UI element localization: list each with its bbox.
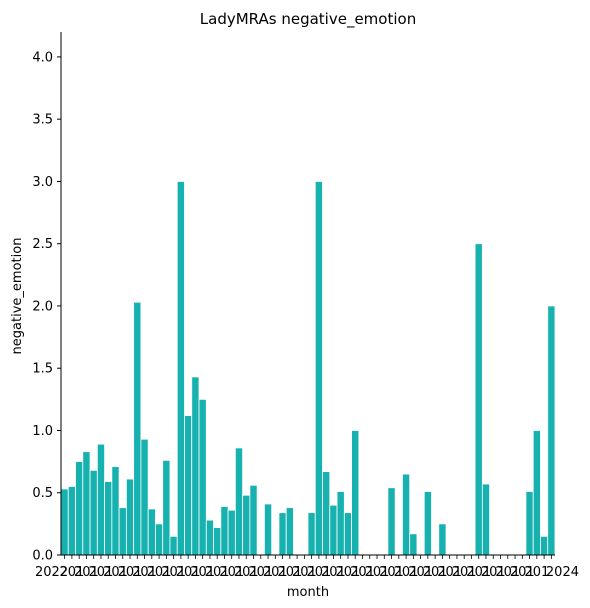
x-tick-label-first: 2022 <box>35 565 68 580</box>
bar-66 <box>540 535 549 556</box>
x-tick-label-61: 201 <box>495 565 520 580</box>
bar-50 <box>423 491 432 556</box>
x-tick-label-43: 201 <box>365 565 390 580</box>
x-tick-label-45: 201 <box>379 565 404 580</box>
x-tick-label-37: 201 <box>321 565 346 580</box>
bar-0 <box>60 488 69 556</box>
x-tick-label-29: 201 <box>263 565 288 580</box>
x-tick-label-25: 201 <box>234 565 259 580</box>
x-tick-label-15: 201 <box>161 565 186 580</box>
y-tick-label-3: 1.5 <box>32 362 53 377</box>
bar-1 <box>67 486 76 556</box>
x-tick-label-59: 201 <box>481 565 506 580</box>
bar-52 <box>438 523 447 556</box>
x-tick-label-last: 2024 <box>546 565 579 580</box>
bar-38 <box>336 491 345 556</box>
bar-20 <box>205 519 214 556</box>
bar-36 <box>322 471 331 556</box>
chart-title: LadyMRAs negative_emotion <box>200 10 416 29</box>
bar-13 <box>155 523 164 556</box>
bar-9 <box>125 478 135 556</box>
bar-6 <box>104 481 113 556</box>
bar-18 <box>191 376 200 556</box>
bar-31 <box>285 507 294 556</box>
x-tick-label-17: 201 <box>176 565 201 580</box>
bar-8 <box>118 507 127 556</box>
x-tick-label-55: 201 <box>452 565 477 580</box>
y-tick-label-4: 2.0 <box>32 299 53 314</box>
bar-47 <box>402 473 411 556</box>
x-tick-label-47: 201 <box>394 565 419 580</box>
x-axis-label: month <box>287 585 329 600</box>
bar-34 <box>307 512 316 556</box>
y-tick-label-6: 3.0 <box>32 175 53 190</box>
x-tick-label-9: 201 <box>118 565 143 580</box>
y-tick-label-1: 0.5 <box>32 486 53 501</box>
bar-40 <box>351 430 360 556</box>
y-tick-label-2: 1.0 <box>32 424 53 439</box>
bar-39 <box>343 512 352 556</box>
x-tick-label-63: 201 <box>510 565 535 580</box>
bar-7 <box>111 466 120 556</box>
x-tick-label-21: 201 <box>205 565 230 580</box>
bar-21 <box>213 527 222 556</box>
bar-57 <box>474 243 483 556</box>
bar-16 <box>176 181 185 556</box>
bar-48 <box>409 533 418 556</box>
y-axis-label: negative_emotion <box>10 238 25 355</box>
bar-26 <box>249 484 258 556</box>
bar-2 <box>75 461 84 556</box>
y-axis: 0.0 0.5 1.0 1.5 2.0 2.5 3.0 3.5 4.0 <box>32 32 62 564</box>
x-tick-label-13: 201 <box>147 565 172 580</box>
bar-12 <box>147 508 156 556</box>
bar-4 <box>89 469 98 556</box>
x-tick-label-39: 201 <box>336 565 361 580</box>
bar-22 <box>220 506 229 556</box>
bar-28 <box>264 503 273 556</box>
x-tick-label-41: 201 <box>350 565 375 580</box>
bar-35 <box>314 181 323 556</box>
bar-10 <box>133 301 142 556</box>
x-tick-label-53: 201 <box>437 565 462 580</box>
x-tick-label-5: 201 <box>89 565 114 580</box>
bar-67 <box>547 305 556 556</box>
bar-19 <box>198 398 207 556</box>
bar-64 <box>525 491 534 556</box>
x-tick-label-35: 201 <box>306 565 331 580</box>
x-tick-label-3: 201 <box>74 565 99 580</box>
y-tick-label-7: 3.5 <box>32 113 53 128</box>
y-tick-label-8: 4.0 <box>32 50 53 65</box>
x-tick-label-33: 201 <box>292 565 317 580</box>
bar-58 <box>481 483 491 556</box>
y-tick-label-0: 0.0 <box>32 549 53 564</box>
x-tick-label-23: 201 <box>219 565 244 580</box>
x-tick-label-65: 201 <box>524 565 549 580</box>
x-tick-label-11: 201 <box>132 565 157 580</box>
bar-24 <box>234 447 244 556</box>
bar-65 <box>532 430 541 556</box>
x-tick-label-49: 201 <box>408 565 433 580</box>
bars-group <box>60 181 556 556</box>
x-axis: 2022201201201201201201201201201201201201… <box>35 554 579 580</box>
bar-14 <box>162 459 171 556</box>
x-tick-label-27: 201 <box>248 565 273 580</box>
bar-11 <box>140 438 149 556</box>
x-tick-label-51: 201 <box>423 565 448 580</box>
x-tick-label-1: 201 <box>59 565 84 580</box>
bar-37 <box>329 504 338 556</box>
bar-30 <box>278 512 287 556</box>
bar-17 <box>184 415 193 556</box>
x-tick-label-7: 201 <box>103 565 128 580</box>
bar-45 <box>387 487 396 556</box>
bar-5 <box>96 443 105 556</box>
y-tick-label-5: 2.5 <box>32 237 53 252</box>
bar-15 <box>169 535 178 556</box>
x-tick-label-31: 201 <box>277 565 302 580</box>
bar-25 <box>242 494 251 556</box>
bar-3 <box>82 451 91 556</box>
x-tick-label-57: 201 <box>466 565 491 580</box>
bar-23 <box>227 509 236 556</box>
x-tick-label-19: 201 <box>190 565 215 580</box>
